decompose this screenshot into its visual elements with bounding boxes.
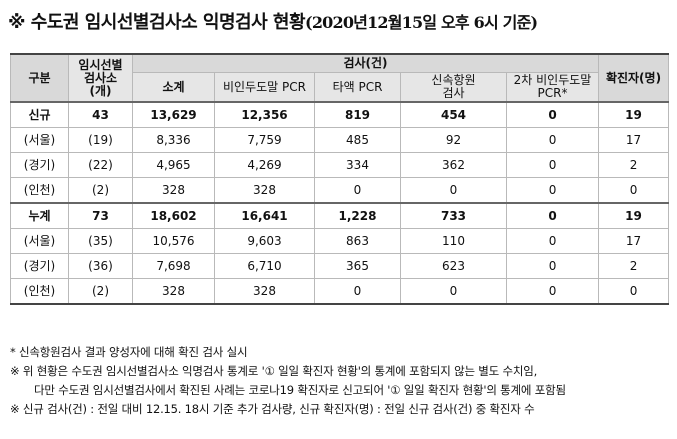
- row-saliva-pcr: 819: [314, 101, 401, 128]
- table-row: (경기) (36) 7,698 6,710 365 623 0 2: [10, 253, 670, 279]
- row-label: (경기): [10, 152, 69, 178]
- row-sites: 43: [68, 101, 133, 128]
- row-confirmed: 2: [598, 253, 670, 279]
- row-rapid-antigen: 623: [400, 253, 507, 279]
- row-saliva-pcr: 0: [314, 278, 401, 305]
- row-confirmed: 19: [598, 202, 670, 229]
- row-subtotal: 10,576: [132, 228, 215, 254]
- header-subtotal: 소계: [132, 72, 215, 103]
- row-rapid-antigen: 733: [400, 202, 507, 229]
- row-np-pcr: 4,269: [214, 152, 315, 178]
- row-sites: (2): [68, 278, 133, 305]
- header-saliva-pcr: 타액 PCR: [314, 72, 401, 103]
- row-confirmed: 0: [598, 278, 670, 305]
- row-label: 신규: [10, 101, 69, 128]
- row-np-pcr: 12,356: [214, 101, 315, 128]
- footnote: ※ 신규 검사(건) : 전일 대비 12.15. 18시 기준 추가 검사량,…: [10, 402, 535, 416]
- row-sites: (36): [68, 253, 133, 279]
- footnote: ※ 위 현황은 수도권 임시선별검사소 익명검사 통계로 '① 일일 확진자 현…: [10, 364, 538, 378]
- row-confirmed: 17: [598, 127, 670, 153]
- table-row: (경기) (22) 4,965 4,269 334 362 0 2: [10, 152, 670, 178]
- row-label: (서울): [10, 127, 69, 153]
- row-label: (인천): [10, 177, 69, 204]
- header-np-pcr: 비인두도말 PCR: [214, 72, 315, 103]
- row-second-pcr: 0: [505, 278, 600, 305]
- row-confirmed: 0: [598, 177, 670, 204]
- page-title: ※ 수도권 임시선별검사소 익명검사 현황(2020년12월15일 오후 6시 …: [8, 8, 538, 34]
- table-row: 누계 73 18,602 16,641 1,228 733 0 19: [10, 202, 670, 229]
- row-second-pcr: 0: [505, 152, 600, 178]
- row-second-pcr: 0: [505, 101, 600, 128]
- footnote: 다만 수도권 임시선별검사에서 확진된 사례는 코로나19 확진자로 신고되어 …: [34, 383, 566, 397]
- footnote: * 신속항원검사 결과 양성자에 대해 확진 검사 실시: [10, 345, 248, 359]
- row-second-pcr: 0: [505, 253, 600, 279]
- row-rapid-antigen: 362: [400, 152, 507, 178]
- row-sites: (22): [68, 152, 133, 178]
- row-second-pcr: 0: [505, 202, 600, 229]
- title-main: 수도권 임시선별검사소 익명검사 현황: [30, 12, 306, 33]
- row-rapid-antigen: 110: [400, 228, 507, 254]
- testing-status-table: 구분 임시선별 검사소 (개) 검사(건) 확진자(명) 소계 비인두도말 PC…: [10, 53, 670, 305]
- row-subtotal: 18,602: [132, 202, 215, 229]
- row-subtotal: 8,336: [132, 127, 215, 153]
- row-second-pcr: 0: [505, 228, 600, 254]
- row-confirmed: 17: [598, 228, 670, 254]
- header-rapid-antigen: 신속항원 검사: [400, 72, 507, 103]
- row-saliva-pcr: 0: [314, 177, 401, 204]
- footnotes: * 신속항원검사 결과 양성자에 대해 확진 검사 실시 ※ 위 현황은 수도권…: [10, 343, 566, 419]
- table-body: 신규 43 13,629 12,356 819 454 0 19 (서울) (19) 8,336 7,…: [10, 101, 670, 305]
- row-saliva-pcr: 1,228: [314, 202, 401, 229]
- row-rapid-antigen: 0: [400, 177, 507, 204]
- note-mark: ※: [8, 12, 26, 33]
- row-rapid-antigen: 0: [400, 278, 507, 305]
- header-confirmed: 확진자(명): [598, 53, 670, 103]
- row-sites: 73: [68, 202, 133, 229]
- row-subtotal: 4,965: [132, 152, 215, 178]
- header-tests-group: 검사(건): [131, 53, 600, 73]
- row-subtotal: 328: [132, 278, 215, 305]
- header-second-pcr: 2차 비인두도말 PCR*: [505, 72, 600, 103]
- row-np-pcr: 328: [214, 177, 315, 204]
- row-saliva-pcr: 365: [314, 253, 401, 279]
- row-np-pcr: 328: [214, 278, 315, 305]
- table-row: (서울) (19) 8,336 7,759 485 92 0 17: [10, 127, 670, 153]
- row-second-pcr: 0: [505, 177, 600, 204]
- row-sites: (19): [68, 127, 133, 153]
- row-label: (인천): [10, 278, 69, 305]
- row-subtotal: 328: [132, 177, 215, 204]
- title-date: (2020년12월15일 오후 6시 기준): [305, 13, 538, 32]
- row-label: (서울): [10, 228, 69, 254]
- row-rapid-antigen: 454: [400, 101, 507, 128]
- table-row: (인천) (2) 328 328 0 0 0 0: [10, 278, 670, 305]
- row-label: (경기): [10, 253, 69, 279]
- row-saliva-pcr: 485: [314, 127, 401, 153]
- header-gubun: 구분: [10, 53, 69, 103]
- row-np-pcr: 9,603: [214, 228, 315, 254]
- row-np-pcr: 6,710: [214, 253, 315, 279]
- row-label: 누계: [10, 202, 69, 229]
- row-subtotal: 7,698: [132, 253, 215, 279]
- row-second-pcr: 0: [505, 127, 600, 153]
- row-confirmed: 19: [598, 101, 670, 128]
- table-row: (서울) (35) 10,576 9,603 863 110 0 17: [10, 228, 670, 254]
- header-sites: 임시선별 검사소 (개): [68, 53, 133, 103]
- table-row: 신규 43 13,629 12,356 819 454 0 19: [10, 101, 670, 128]
- row-saliva-pcr: 334: [314, 152, 401, 178]
- row-saliva-pcr: 863: [314, 228, 401, 254]
- row-confirmed: 2: [598, 152, 670, 178]
- row-sites: (35): [68, 228, 133, 254]
- table-row: (인천) (2) 328 328 0 0 0 0: [10, 177, 670, 204]
- row-rapid-antigen: 92: [400, 127, 507, 153]
- row-np-pcr: 16,641: [214, 202, 315, 229]
- row-sites: (2): [68, 177, 133, 204]
- row-subtotal: 13,629: [132, 101, 215, 128]
- row-np-pcr: 7,759: [214, 127, 315, 153]
